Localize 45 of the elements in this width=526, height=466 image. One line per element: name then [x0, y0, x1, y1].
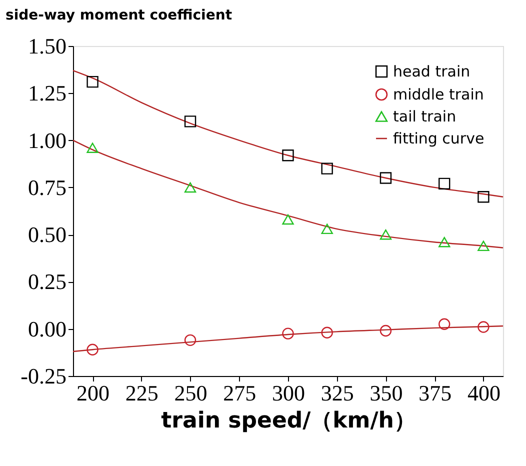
point — [438, 236, 450, 248]
x-tick-label: 350 — [370, 380, 403, 406]
y-tick-label: 1.00 — [28, 128, 66, 153]
x-tick-label: 300 — [272, 380, 305, 406]
point — [86, 344, 98, 356]
y-tick-label: 0.00 — [28, 316, 66, 342]
y-tick-label: 0.75 — [28, 174, 66, 200]
x-tick-label: 250 — [174, 380, 208, 406]
y-tick-label: 0.50 — [28, 222, 66, 248]
point — [321, 224, 333, 234]
y-tick-label: 1.50 — [28, 34, 66, 58]
x-tick-label: 325 — [320, 380, 354, 406]
point — [282, 150, 294, 162]
line-series — [72, 325, 504, 352]
x-tick-label: 400 — [467, 380, 500, 406]
point — [184, 116, 196, 128]
x-tick-label: 275 — [223, 380, 256, 406]
point — [282, 328, 294, 340]
point — [184, 334, 196, 346]
point — [321, 162, 333, 174]
legend-label: tail train — [393, 108, 456, 126]
legend-label: head train — [393, 62, 470, 80]
point — [478, 240, 490, 252]
point — [438, 178, 450, 190]
x-tick-label: 200 — [76, 380, 110, 406]
y-tick-label: -0.25 — [20, 364, 66, 388]
x-tick-label: 375 — [418, 380, 452, 406]
point — [86, 76, 98, 88]
y-axis-title: side-way moment coefficient — [6, 8, 232, 24]
point — [478, 321, 490, 333]
legend-label: fitting curve — [393, 130, 484, 148]
point — [438, 318, 450, 330]
legend-label: middle train — [393, 86, 484, 104]
point — [282, 214, 294, 225]
point — [321, 326, 333, 338]
point — [184, 182, 196, 193]
x-tick-label: 225 — [125, 380, 158, 406]
y-tick-label: 1.25 — [28, 80, 66, 106]
point — [380, 172, 392, 184]
y-tick-label: 0.25 — [28, 269, 66, 294]
point — [86, 142, 98, 153]
point — [380, 229, 392, 240]
point — [478, 191, 490, 203]
x-axis-title: train speed/（km/h） — [161, 408, 416, 434]
point — [380, 324, 392, 337]
